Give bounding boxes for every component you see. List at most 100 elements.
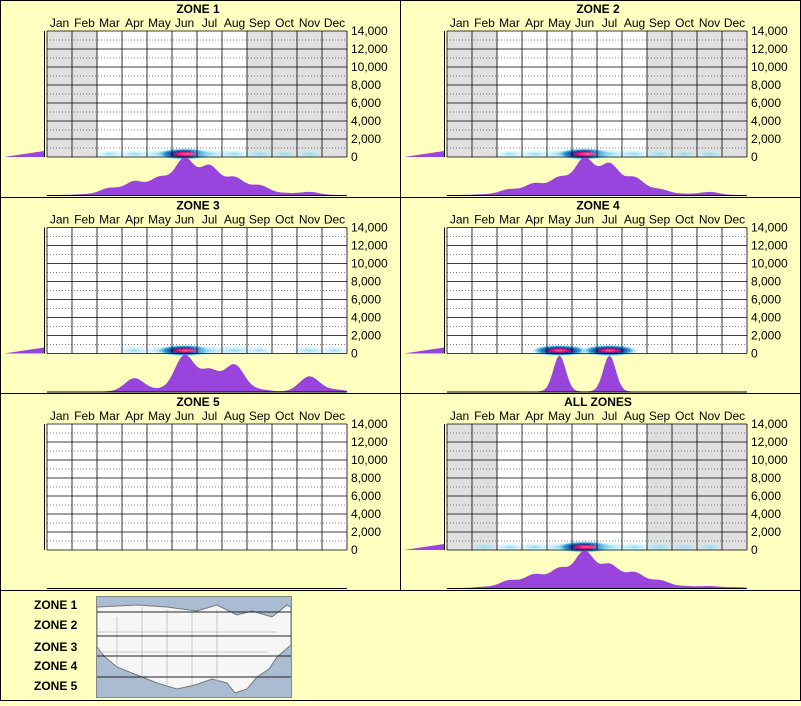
y-tick-label: 4,000 bbox=[351, 507, 381, 521]
y-tick-label: 8,000 bbox=[351, 275, 381, 289]
shaded-month bbox=[647, 424, 672, 550]
month-tick-label: Jul bbox=[202, 16, 217, 30]
heat-band bbox=[243, 346, 276, 355]
distribution-curve bbox=[47, 157, 347, 195]
y-tick-label: 14,000 bbox=[751, 417, 788, 431]
y-tick-label: 4,000 bbox=[351, 311, 381, 325]
month-tick-label: Apr bbox=[525, 409, 544, 423]
heat-band bbox=[288, 345, 331, 356]
y-tick-label: 2,000 bbox=[751, 525, 781, 539]
month-tick-label: Nov bbox=[299, 409, 320, 423]
y-tick-label: 10,000 bbox=[751, 60, 788, 74]
y-tick-label: 4,000 bbox=[751, 114, 781, 128]
y-tick-label: 4,000 bbox=[751, 311, 781, 325]
month-tick-label: Oct bbox=[275, 409, 294, 423]
panel-title: ZONE 1 bbox=[176, 2, 220, 16]
month-tick-label: Jun bbox=[575, 409, 594, 423]
y-tick-label: 14,000 bbox=[751, 24, 788, 38]
shaded-month bbox=[697, 31, 722, 157]
month-tick-label: Jul bbox=[202, 213, 217, 227]
month-tick-label: Apr bbox=[125, 16, 144, 30]
zone-legend-label: ZONE 1 bbox=[34, 598, 78, 612]
month-tick-label: Dec bbox=[724, 409, 745, 423]
heat-band bbox=[293, 149, 326, 159]
y-tick-label: 8,000 bbox=[751, 275, 781, 289]
panel-title: ZONE 4 bbox=[576, 199, 620, 213]
month-tick-label: Jan bbox=[450, 409, 469, 423]
y-tick-label: 12,000 bbox=[751, 239, 788, 253]
month-tick-label: Jan bbox=[450, 213, 469, 227]
month-tick-label: Apr bbox=[525, 16, 544, 30]
y-tick-label: 4,000 bbox=[351, 114, 381, 128]
month-tick-label: Aug bbox=[224, 409, 245, 423]
panel-title: ZONE 3 bbox=[176, 199, 220, 213]
month-tick-label: Jul bbox=[202, 409, 217, 423]
heat-band bbox=[318, 346, 351, 355]
panel-title: ALL ZONES bbox=[564, 395, 632, 409]
month-tick-label: May bbox=[548, 16, 571, 30]
y-tick-label: 10,000 bbox=[351, 257, 388, 271]
month-tick-label: Jul bbox=[602, 16, 617, 30]
distribution-curve bbox=[447, 355, 747, 392]
month-tick-label: Aug bbox=[224, 213, 245, 227]
zone-legend-label: ZONE 2 bbox=[34, 618, 78, 632]
panel-title: ZONE 5 bbox=[176, 395, 220, 409]
distribution-curve bbox=[47, 354, 347, 392]
heat-band bbox=[469, 542, 500, 552]
left-ramp bbox=[4, 151, 44, 157]
month-tick-label: May bbox=[148, 16, 171, 30]
month-tick-label: Aug bbox=[624, 409, 645, 423]
month-tick-label: Feb bbox=[474, 16, 495, 30]
y-tick-label: 10,000 bbox=[751, 257, 788, 271]
us-map-shape bbox=[97, 597, 291, 697]
heat-band bbox=[693, 149, 726, 159]
y-tick-label: 0 bbox=[351, 347, 358, 361]
month-tick-label: Mar bbox=[99, 16, 120, 30]
heat-band bbox=[641, 542, 678, 552]
month-tick-label: Aug bbox=[224, 16, 245, 30]
month-tick-label: Feb bbox=[74, 409, 95, 423]
month-tick-label: Aug bbox=[624, 16, 645, 30]
heat-band bbox=[642, 149, 677, 159]
month-tick-label: Sep bbox=[649, 16, 671, 30]
us-map-image bbox=[96, 596, 292, 698]
distribution-curve bbox=[447, 157, 747, 195]
y-tick-label: 6,000 bbox=[351, 96, 381, 110]
month-tick-label: Sep bbox=[249, 213, 271, 227]
month-tick-label: Nov bbox=[699, 409, 720, 423]
shaded-month bbox=[697, 424, 722, 550]
y-tick-label: 6,000 bbox=[751, 96, 781, 110]
y-tick-label: 8,000 bbox=[751, 471, 781, 485]
y-tick-label: 4,000 bbox=[751, 507, 781, 521]
month-tick-label: Jun bbox=[175, 16, 194, 30]
y-tick-label: 8,000 bbox=[351, 471, 381, 485]
month-tick-label: Mar bbox=[499, 16, 520, 30]
y-tick-label: 6,000 bbox=[751, 489, 781, 503]
shaded-month bbox=[322, 31, 347, 157]
heat-band bbox=[530, 344, 589, 357]
distribution-curve bbox=[447, 550, 747, 588]
y-tick-label: 10,000 bbox=[351, 60, 388, 74]
month-tick-label: Jan bbox=[50, 213, 69, 227]
y-tick-label: 0 bbox=[751, 347, 758, 361]
month-tick-label: Oct bbox=[275, 213, 294, 227]
month-tick-label: Feb bbox=[74, 213, 95, 227]
heat-band bbox=[268, 149, 301, 159]
y-tick-label: 2,000 bbox=[751, 329, 781, 343]
month-tick-label: Mar bbox=[499, 409, 520, 423]
month-tick-label: Nov bbox=[299, 213, 320, 227]
shaded-month bbox=[722, 424, 747, 550]
y-tick-label: 12,000 bbox=[351, 435, 388, 449]
y-tick-label: 12,000 bbox=[351, 42, 388, 56]
zone-legend-label: ZONE 4 bbox=[34, 659, 78, 673]
month-tick-label: Oct bbox=[675, 213, 694, 227]
left-ramp bbox=[404, 347, 444, 354]
month-tick-label: Jan bbox=[50, 409, 69, 423]
month-tick-label: Nov bbox=[699, 16, 720, 30]
month-tick-label: Feb bbox=[74, 16, 95, 30]
y-tick-label: 0 bbox=[751, 543, 758, 557]
y-tick-label: 10,000 bbox=[351, 453, 388, 467]
y-tick-label: 14,000 bbox=[351, 24, 388, 38]
